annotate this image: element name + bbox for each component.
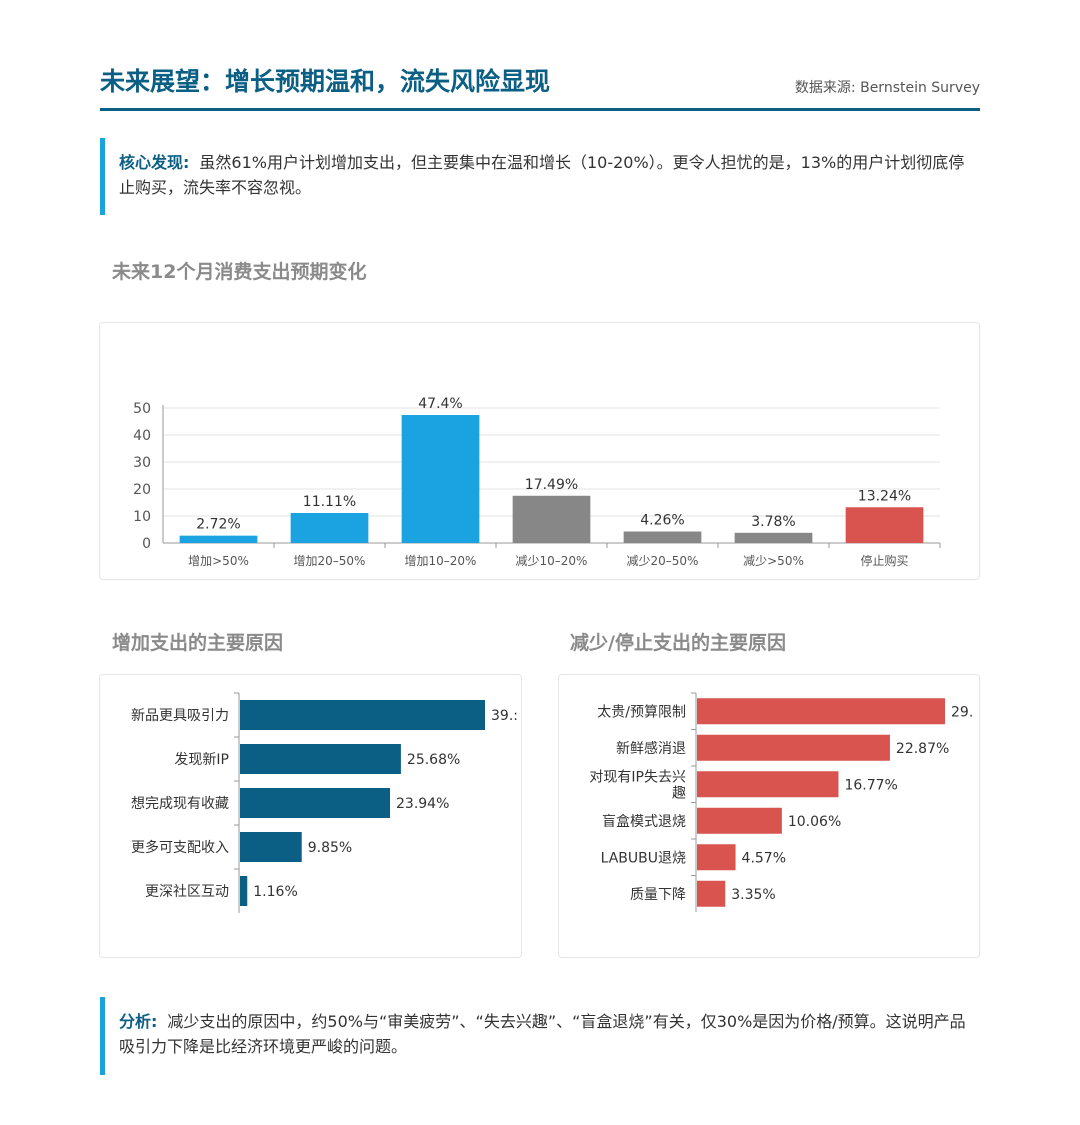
bar-4 (697, 807, 782, 834)
x-tick-label: 减少20–50% (627, 554, 699, 568)
bar-6 (734, 532, 813, 543)
y-tick-label: 50 (133, 401, 151, 417)
bar-value-label: 9.85% (308, 840, 352, 856)
bar-value-label: 22.87% (896, 741, 949, 757)
bar-value-label: 39.: (491, 708, 518, 724)
bar-value-label: 11.11% (303, 494, 356, 510)
bar-value-label: 23.94% (396, 796, 449, 812)
bar-1 (240, 700, 485, 730)
category-label: 新品更具吸引力 (131, 708, 229, 724)
bar-3 (697, 771, 839, 798)
bar-value-label: 3.78% (751, 514, 795, 530)
decrease-reasons-panel: 太贵/预算限制 29. 新鲜感消退 22.87% 对现有IP失去兴趣 16.77% 盲盒模式… (558, 674, 980, 958)
spending-change-bar-chart: 0 10 20 30 40 50 2.72% 增加>50% 11.11% 增加20–50% 47.4… (133, 396, 941, 568)
bar-value-label: 29. (951, 704, 973, 720)
increase-reasons-heading: 增加支出的主要原因 (112, 632, 284, 654)
bar-value-label: 3.35% (731, 887, 775, 903)
category-label: 新鲜感消退 (616, 740, 686, 757)
bar-value-label: 17.49% (525, 477, 578, 493)
bar-value-label: 2.72% (196, 517, 240, 533)
category-label: 更多可支配收入 (131, 839, 229, 856)
bar-2 (240, 744, 401, 774)
bar-4 (240, 832, 302, 862)
title-divider (100, 108, 980, 111)
bar-4 (512, 495, 591, 543)
bar-value-label: 4.26% (640, 512, 684, 528)
x-tick-label: 增加>50% (188, 554, 249, 568)
y-tick-label: 10 (133, 509, 151, 525)
main-chart-heading: 未来12个月消费支出预期变化 (112, 261, 367, 283)
category-label: 想完成现有收藏 (131, 796, 229, 812)
category-label: 太贵/预算限制 (597, 704, 686, 720)
category-label: 更深社区互动 (145, 884, 229, 900)
data-source: 数据来源: Bernstein Survey (794, 80, 980, 96)
increase-reasons-bar-chart: 新品更具吸引力 39.: 发现新IP 25.68% 想完成现有收藏 23.94% 更多可支配… (131, 692, 518, 913)
x-tick-label: 增加10–20% (405, 554, 477, 568)
decrease-reasons-heading: 减少/停止支出的主要原因 (570, 632, 786, 654)
y-tick-label: 30 (133, 455, 151, 471)
category-label: 对现有IP失去兴 (589, 769, 686, 785)
bar-value-label: 47.4% (418, 396, 462, 412)
bar-value-label: 13.24% (858, 488, 911, 504)
x-tick-label: 增加20–50% (294, 554, 366, 568)
category-label: 发现新IP (174, 752, 229, 768)
main-chart-panel: 0 10 20 30 40 50 2.72% 增加>50% 11.11% 增加20–50% 47.4… (99, 322, 980, 580)
bar-1 (179, 535, 258, 543)
bar-value-label: 16.77% (844, 777, 897, 793)
bar-2 (697, 734, 890, 761)
bar-value-label: 10.06% (788, 814, 841, 830)
bar-value-label: 1.16% (253, 884, 297, 900)
bar-value-label: 25.68% (407, 752, 460, 768)
x-tick-label: 减少>50% (743, 554, 804, 568)
bar-3 (401, 415, 480, 543)
page-title: 未来展望：增长预期温和，流失风险显现 (100, 67, 551, 96)
analysis-label: 分析: (119, 1012, 158, 1031)
category-label: 趣 (672, 785, 686, 801)
y-tick-label: 20 (133, 482, 151, 498)
x-tick-label: 停止购买 (860, 553, 908, 568)
increase-reasons-panel: 新品更具吸引力 39.: 发现新IP 25.68% 想完成现有收藏 23.94% 更多可支配… (99, 674, 522, 958)
key-finding-label: 核心发现: (119, 153, 190, 172)
bar-7 (845, 507, 924, 543)
analysis-callout: 分析: 减少支出的原因中，约50%与“审美疲劳”、“失去兴趣”、“盲盒退烧”有关，… (100, 997, 970, 1075)
bar-1 (697, 698, 945, 725)
category-label: 盲盒模式退烧 (602, 813, 686, 830)
bar-5 (623, 531, 702, 543)
key-finding-callout: 核心发现: 虽然61%用户计划增加支出，但主要集中在温和增长（10-20%）。更令… (100, 138, 970, 215)
category-label: LABUBU退烧 (601, 850, 686, 866)
bar-2 (290, 513, 369, 543)
bar-6 (697, 880, 726, 907)
bar-value-label: 4.57% (742, 850, 786, 866)
bar-3 (240, 788, 391, 818)
y-tick-label: 40 (133, 428, 151, 444)
y-tick-label: 0 (142, 536, 151, 552)
bar-5 (240, 876, 248, 906)
analysis-text: 减少支出的原因中，约50%与“审美疲劳”、“失去兴趣”、“盲盒退烧”有关，仅30… (119, 1012, 966, 1056)
category-label: 质量下降 (630, 887, 686, 903)
key-finding-text: 虽然61%用户计划增加支出，但主要集中在温和增长（10-20%）。更令人担忧的是… (119, 153, 965, 197)
x-tick-label: 减少10–20% (516, 554, 588, 568)
bar-5 (697, 844, 736, 871)
